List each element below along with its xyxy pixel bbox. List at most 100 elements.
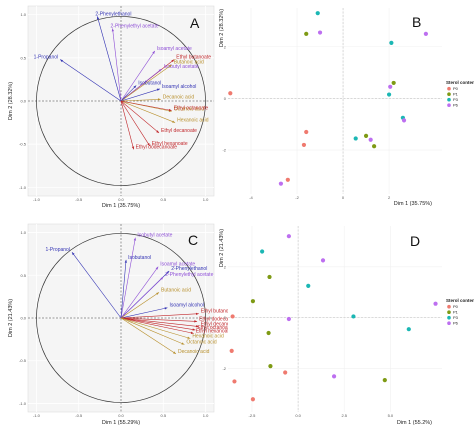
x-tick-label: -2.5 [249,413,257,418]
loading-label-ethyl-butanoate: Ethyl butanoate [176,55,211,61]
loading-vector [120,317,194,334]
panel-a-content: -1.0 -0.5 0.0 0.5 1.0 1.0 0.5 0.0 -0.5 -1.0 2-Phen… [19,6,214,202]
data-point-p6 [320,258,326,263]
data-point-p1 [372,144,377,149]
data-point-p6 [388,84,393,89]
loading-label-1-propanol: 1-Propanol [34,55,58,61]
loading-arrowhead [181,342,185,345]
data-point-p6 [368,137,373,142]
data-point-p3 [389,40,394,45]
data-point-p6 [331,374,337,379]
loading-vector [120,276,164,319]
panel-c-ylabel: Dim 2 (21.43%) [8,299,14,337]
legend-swatch-p6 [447,321,451,326]
data-point-p3 [260,249,265,254]
loading-arrowhead [133,237,137,241]
y-tick-label: 0.5 [20,273,26,278]
loading-label-isoamyl-alcohol: Isoamyl alcohol [170,303,204,309]
y-tick-label: 0 [224,315,227,320]
panel-b-content: -4 -2 0 2 2 0 -2 [222,8,442,200]
legend-label-p6: P6 [453,103,459,108]
legend-swatch-p0 [447,304,451,309]
legend-title: Sterol content [446,298,474,303]
x-tick-label: 0.0 [118,197,124,202]
loading-label-butanoic-acid: Butanoic acid [174,60,204,66]
loading-arrowhead [187,336,191,339]
data-point-p1 [391,80,396,86]
loading-label-2-phenylethanol: 2-Phenylethanol [95,11,131,17]
loading-vector [97,16,122,102]
legend-label-p3: P3 [453,315,459,320]
loading-label-ethyl-butanoate: Ethyl butanoate [201,309,236,315]
loading-label-decanoic-acid: Decanoic acid [163,94,195,100]
data-point-p0 [301,142,307,148]
loading-label-ethyl-octanoate: Ethyl octanoate [197,325,232,331]
legend-label-p1: P1 [453,310,459,315]
loading-arrowhead [164,307,168,310]
data-point-p0 [283,370,288,375]
loading-arrowhead [111,28,115,32]
panel-d: -2.5 0.0 2.5 5.0 2 0 -2 D Dim 1 (55.2%) Dim 2 … [219,226,474,426]
loading-arrowhead [192,328,196,331]
x-tick-label: -1.0 [33,413,41,418]
loading-arrowhead [194,320,198,323]
panel-c-content: -1.0 -0.5 0.0 0.5 1.0 1.0 0.5 0.0 -0.5 -1.0 1-Prop… [19,224,241,418]
data-point-p1 [382,378,387,383]
loading-vector [120,100,134,150]
x-tick-label: 0 [342,195,345,200]
panel-a-ylabel: Dim 2 (28.32%) [8,82,14,120]
loading-arrowhead [166,271,170,274]
y-tick-label: -2 [222,366,226,371]
loading-label-ethyl-octanoate: Ethyl octanoate [174,106,209,112]
panel-d-content: -2.5 0.0 2.5 5.0 2 0 -2 [222,226,442,418]
loading-label-ethyl-decanoate: Ethyl decanoate [201,322,237,328]
x-tick-label: 1.0 [203,413,209,418]
legend-swatch-p1 [447,310,451,315]
loading-arrowhead [195,312,199,316]
panel-a-letter: A [190,15,200,31]
loading-label-1-propanol: 1-Propanol [45,247,69,253]
loading-label-ethyl-hexanoate: Ethyl hexanoate [196,328,232,334]
data-point-p1 [268,364,273,369]
loading-label-ethyl-hexanoate: Ethyl hexanoate [152,141,188,147]
loading-label-hexanoic-acid: Hexanoic acid [192,334,224,340]
legend-title: Sterol content [446,80,474,85]
panel-a-xlabel: Dim 1 (35.75%) [102,203,140,209]
panel-b-ylabel: Dim 2 (28.32%) [219,9,225,47]
data-point-p0 [285,177,290,182]
loading-vector [120,100,176,123]
panel-b: -4 -2 0 2 2 0 -2 B Dim 1 (35.75%) Dim 2 (28.32… [219,8,474,207]
panel-b-xlabel: Dim 1 (35.75%) [394,201,432,207]
data-point-p0 [232,379,237,384]
data-point-p1 [363,133,369,138]
loading-arrowhead [168,64,172,68]
x-tick-label: -1.0 [33,197,41,202]
data-point-p6 [433,301,438,306]
data-point-p3 [386,92,392,97]
legend-swatch-p0 [447,86,451,91]
panel-c-xlabel: Dim 1 (55.29%) [102,420,140,426]
loading-label-2-phenylethyl-acetate: 2-Phenylethyl acetate [111,23,159,29]
loading-vector [120,317,191,339]
loading-label-ethyl-dodecanoate: Ethyl dodecanoate [136,144,178,150]
legend-label-p1: P1 [453,92,459,97]
loading-arrowhead [156,292,160,295]
loading-vector [120,317,198,322]
x-tick-label: 2 [388,195,391,200]
panel-d-xlabel: Dim 1 (55.2%) [397,420,432,426]
loading-arrowhead [131,146,135,150]
panel-b-background [228,8,442,194]
loading-arrowhead [190,331,194,334]
legend-label-p0: P0 [453,304,459,309]
data-point-p3 [406,327,411,332]
data-point-p6 [286,316,291,322]
x-tick-label: 5.0 [388,413,394,418]
loading-vector [71,252,122,319]
y-tick-label: 2 [224,264,227,269]
panel-b-letter: B [412,14,421,30]
loading-arrowhead [173,351,176,354]
loading-vector [59,59,122,102]
loading-arrowhead [60,59,64,63]
data-point-p1 [266,330,271,336]
